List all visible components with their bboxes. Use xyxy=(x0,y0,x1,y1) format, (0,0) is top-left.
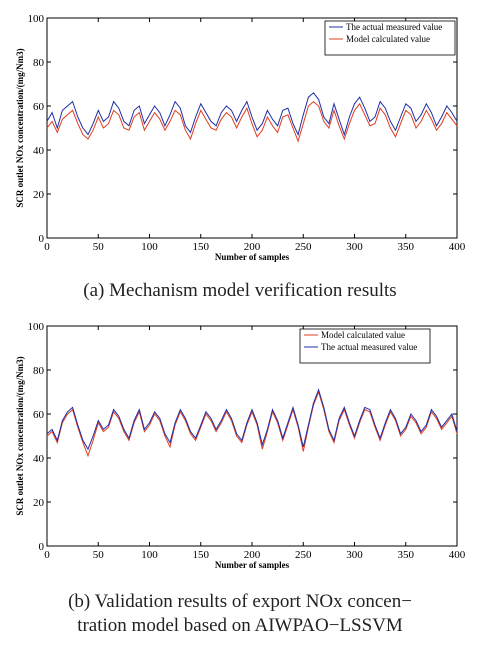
chart-b-y-axis-label: SCR outlet NOx concentration/(mg/Nm3) xyxy=(15,356,25,515)
chart-b-legend-box xyxy=(299,328,431,364)
chart-b-y-tick-label: 80 xyxy=(33,365,45,377)
chart-b-x-tick-label: 50 xyxy=(93,549,105,561)
chart-b-y-tick-label: 100 xyxy=(28,321,45,333)
chart-b-legend-label-1: Model calculated value xyxy=(321,330,405,340)
chart-a-x-tick-label: 350 xyxy=(398,241,415,253)
chart-b-x-tick-label: 0 xyxy=(44,549,50,561)
chart-b-x-tick-label: 250 xyxy=(295,549,312,561)
chart-a-legend-label-1: The actual measured value xyxy=(346,22,442,32)
chart-panel-a: 0 50 100 150 200 250 300 350 400 0 20 40 60 80 100 Numb… xyxy=(0,0,480,310)
chart-a-y-tick-label: 80 xyxy=(33,57,45,69)
chart-a-y-tick-label: 20 xyxy=(33,189,45,201)
chart-b-x-tick-label: 100 xyxy=(141,549,158,561)
chart-b-x-tick-label: 150 xyxy=(193,549,210,561)
chart-a-series-line-2 xyxy=(46,100,458,143)
chart-a-y-axis-label: SCR outlet NOx concentration/(mg/Nm3) xyxy=(15,48,25,207)
chart-a-x-tick-label: 200 xyxy=(244,241,261,253)
chart-a-x-tick-label: 0 xyxy=(44,241,50,253)
chart-a-y-tick-label: 100 xyxy=(28,13,45,25)
chart-b-y-tick-label: 20 xyxy=(33,497,45,509)
chart-b-series-line-1 xyxy=(46,390,458,458)
chart-b-series-line-2 xyxy=(46,388,458,451)
chart-b-x-axis-label: Number of samples xyxy=(215,560,290,570)
chart-a-x-axis-label: Number of samples xyxy=(215,252,290,262)
chart-panel-b: 0 50 100 150 200 250 300 350 400 0 20 40 60 80 100 Numb… xyxy=(0,314,480,647)
chart-a-y-tick-label: 60 xyxy=(33,101,45,113)
chart-b-caption: (b) Validation results of export NOx con… xyxy=(0,590,480,638)
chart-b-x-tick-label: 400 xyxy=(449,549,466,561)
chart-a-legend-label-2: Model calculated value xyxy=(346,34,430,44)
chart-b-caption-line-1: (b) Validation results of export NOx con… xyxy=(68,591,412,612)
chart-a-x-tick-label: 150 xyxy=(193,241,210,253)
chart-a-x-tick-label: 300 xyxy=(346,241,363,253)
chart-a-x-tick-label: 250 xyxy=(295,241,312,253)
chart-a-series-line-1 xyxy=(46,92,458,137)
chart-b-svg: 0 50 100 150 200 250 300 350 400 0 20 40 60 80 100 Numb… xyxy=(15,321,466,570)
chart-a-x-tick-label: 50 xyxy=(93,241,105,253)
chart-a-x-tick-label: 100 xyxy=(141,241,158,253)
chart-b-x-tick-label: 300 xyxy=(346,549,363,561)
chart-a-y-tick-label: 0 xyxy=(39,233,45,245)
chart-b-y-tick-label: 60 xyxy=(33,409,45,421)
chart-a-caption: (a) Mechanism model verification results xyxy=(83,280,397,301)
chart-b-x-tick-label: 350 xyxy=(398,549,415,561)
chart-b-x-tick-label: 200 xyxy=(244,549,261,561)
chart-a-svg: 0 50 100 150 200 250 300 350 400 0 20 40 60 80 100 Numb… xyxy=(15,13,466,262)
chart-b-caption-line-2: tration model based on AIWPAO−LSSVM xyxy=(77,615,403,636)
chart-b-y-tick-label: 40 xyxy=(33,453,45,465)
chart-a-legend-box xyxy=(324,20,456,56)
chart-b-legend-label-2: The actual measured value xyxy=(321,342,417,352)
chart-a-x-tick-label: 400 xyxy=(449,241,466,253)
chart-b-y-tick-label: 0 xyxy=(39,541,45,553)
chart-a-y-tick-label: 40 xyxy=(33,145,45,157)
